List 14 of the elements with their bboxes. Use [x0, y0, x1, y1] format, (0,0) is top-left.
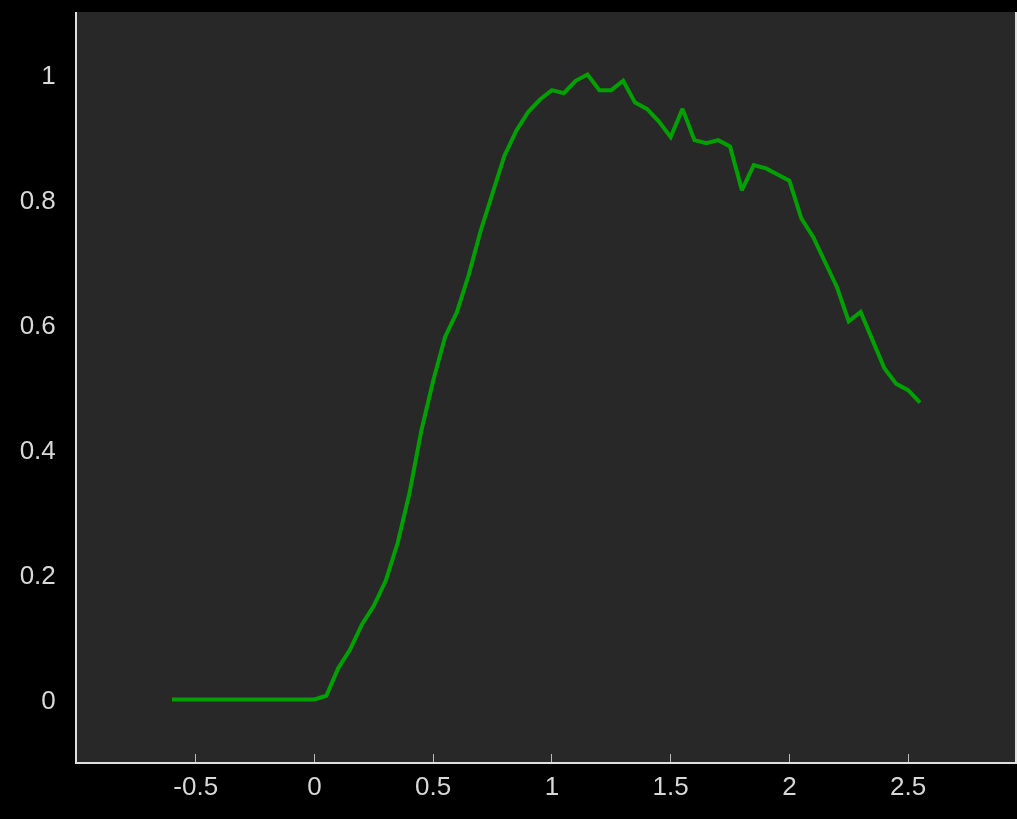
x-tick-label: -0.5 [173, 771, 219, 802]
x-tick-label: 1 [544, 771, 560, 802]
y-tick-label: 0.8 [19, 184, 56, 215]
x-tick-label: 1.5 [652, 771, 689, 802]
y-tick-label: 0.4 [19, 434, 56, 465]
x-tick-label: 0.5 [415, 771, 452, 802]
y-tick-label: 0.2 [19, 559, 56, 590]
y-tick-label: 1 [41, 59, 56, 90]
x-tick-label: 2.5 [890, 771, 927, 802]
line-series [169, 72, 923, 702]
y-tick-label: 0 [41, 684, 56, 715]
y-tick-label: 0.6 [19, 309, 56, 340]
x-tick-label: 0 [307, 771, 322, 802]
x-tick-label: 2 [782, 771, 797, 802]
